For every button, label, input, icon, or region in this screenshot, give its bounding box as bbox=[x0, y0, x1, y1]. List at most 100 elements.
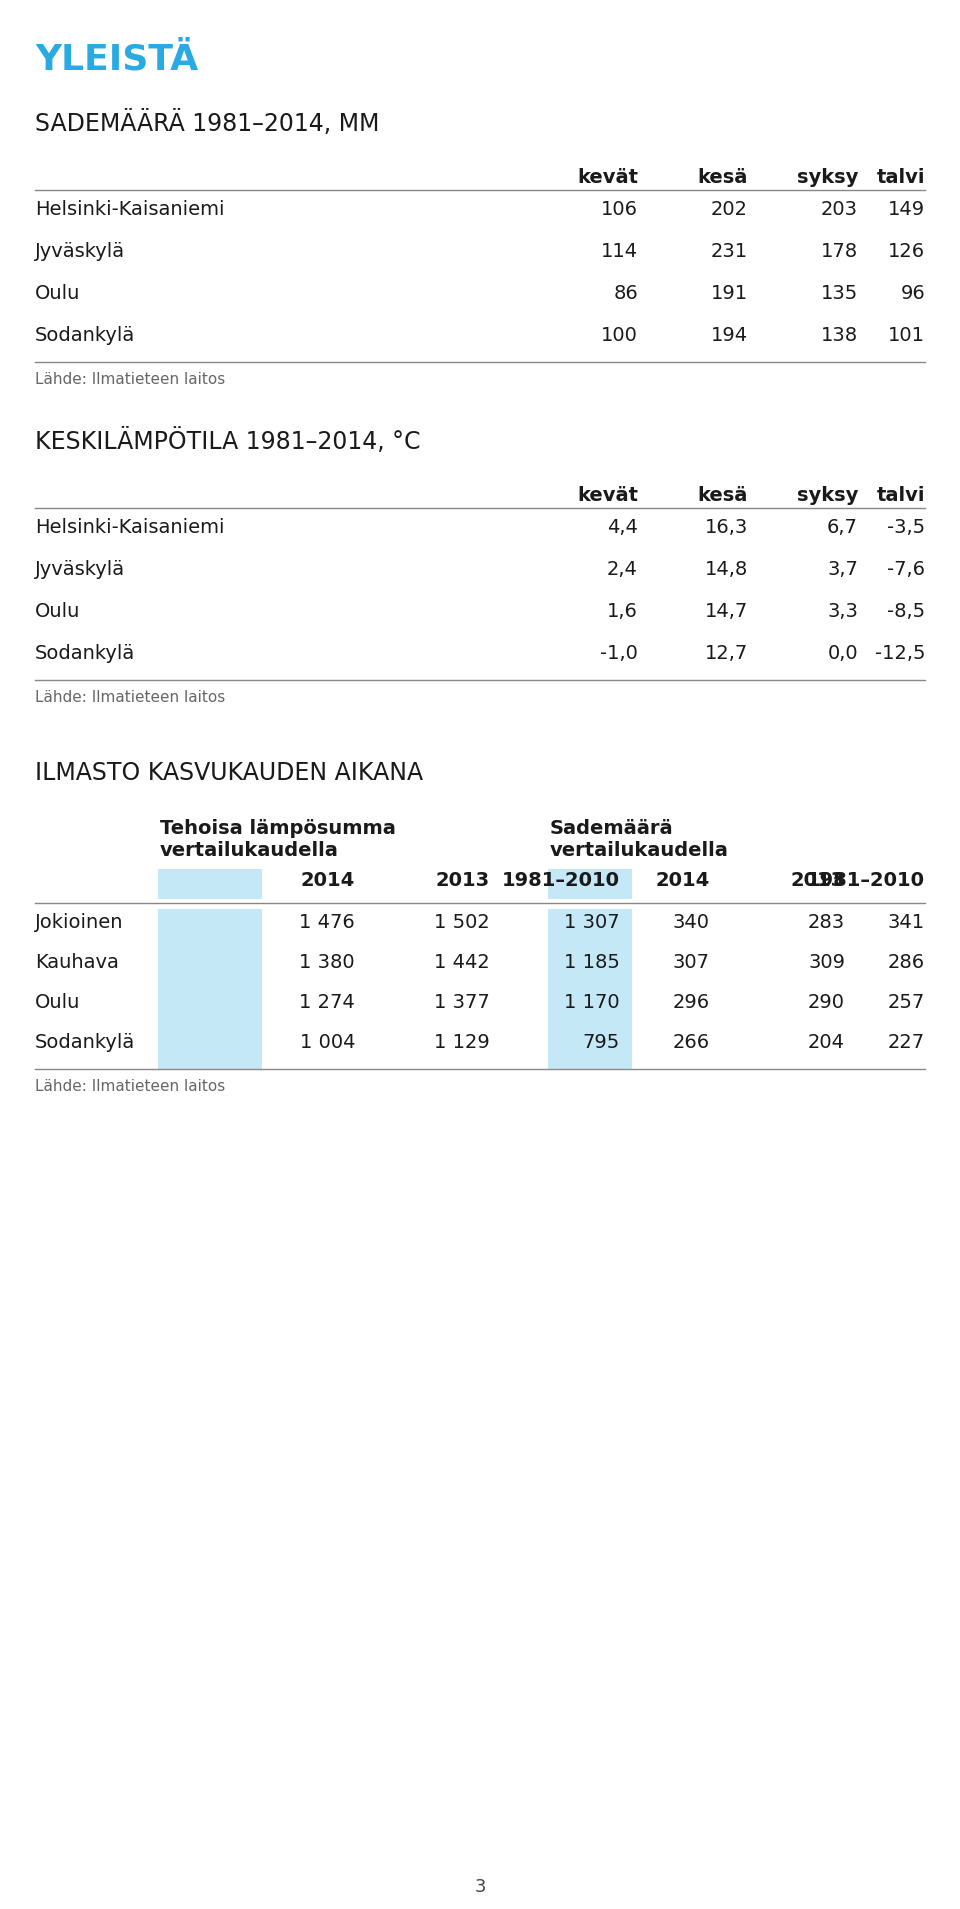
Text: 1 274: 1 274 bbox=[300, 993, 355, 1012]
Text: Helsinki-Kaisaniemi: Helsinki-Kaisaniemi bbox=[35, 517, 225, 536]
Bar bbox=[548, 949, 632, 989]
Text: kevät: kevät bbox=[577, 168, 638, 187]
Text: vertailukaudella: vertailukaudella bbox=[160, 842, 339, 859]
Text: 86: 86 bbox=[613, 284, 638, 304]
Text: 290: 290 bbox=[808, 993, 845, 1012]
Text: Helsinki-Kaisaniemi: Helsinki-Kaisaniemi bbox=[35, 200, 225, 220]
Text: 203: 203 bbox=[821, 200, 858, 220]
Text: kesä: kesä bbox=[698, 168, 748, 187]
Text: YLEISTÄ: YLEISTÄ bbox=[35, 42, 198, 76]
Text: 266: 266 bbox=[673, 1033, 710, 1052]
Bar bbox=[158, 869, 262, 899]
Text: -1,0: -1,0 bbox=[600, 643, 638, 662]
Text: syksy: syksy bbox=[797, 487, 858, 506]
Text: 1 502: 1 502 bbox=[434, 913, 490, 932]
Text: 1 170: 1 170 bbox=[564, 993, 620, 1012]
Text: 1 377: 1 377 bbox=[434, 993, 490, 1012]
Text: 1981–2010: 1981–2010 bbox=[502, 871, 620, 890]
Text: 114: 114 bbox=[601, 242, 638, 262]
Text: 307: 307 bbox=[673, 953, 710, 972]
Text: 202: 202 bbox=[711, 200, 748, 220]
Text: kesä: kesä bbox=[698, 487, 748, 506]
Text: KESKILÄMPÖTILA 1981–2014, °C: KESKILÄMPÖTILA 1981–2014, °C bbox=[35, 428, 420, 454]
Text: -12,5: -12,5 bbox=[875, 643, 925, 662]
Text: 126: 126 bbox=[888, 242, 925, 262]
Text: 14,8: 14,8 bbox=[705, 559, 748, 578]
Text: 101: 101 bbox=[888, 326, 925, 346]
Bar bbox=[548, 1029, 632, 1069]
Text: 1 004: 1 004 bbox=[300, 1033, 355, 1052]
Text: 1 129: 1 129 bbox=[434, 1033, 490, 1052]
Text: Jyväskylä: Jyväskylä bbox=[35, 242, 125, 262]
Text: -3,5: -3,5 bbox=[887, 517, 925, 536]
Text: 2013: 2013 bbox=[791, 871, 845, 890]
Bar bbox=[158, 1029, 262, 1069]
Text: kevät: kevät bbox=[577, 487, 638, 506]
Text: 6,7: 6,7 bbox=[828, 517, 858, 536]
Text: -7,6: -7,6 bbox=[887, 559, 925, 578]
Text: Kauhava: Kauhava bbox=[35, 953, 119, 972]
Text: Sodankylä: Sodankylä bbox=[35, 326, 135, 346]
Text: 257: 257 bbox=[888, 993, 925, 1012]
Text: 149: 149 bbox=[888, 200, 925, 220]
Text: 106: 106 bbox=[601, 200, 638, 220]
Text: Lähde: Ilmatieteen laitos: Lähde: Ilmatieteen laitos bbox=[35, 372, 226, 388]
Text: 341: 341 bbox=[888, 913, 925, 932]
Text: 2014: 2014 bbox=[300, 871, 355, 890]
Text: talvi: talvi bbox=[876, 487, 925, 506]
Text: Sodankylä: Sodankylä bbox=[35, 643, 135, 662]
Text: vertailukaudella: vertailukaudella bbox=[550, 842, 729, 859]
Text: ILMASTO KASVUKAUDEN AIKANA: ILMASTO KASVUKAUDEN AIKANA bbox=[35, 762, 423, 785]
Text: 100: 100 bbox=[601, 326, 638, 346]
Text: 1 307: 1 307 bbox=[564, 913, 620, 932]
Text: 204: 204 bbox=[808, 1033, 845, 1052]
Text: 4,4: 4,4 bbox=[607, 517, 638, 536]
Text: 231: 231 bbox=[710, 242, 748, 262]
Bar bbox=[548, 909, 632, 949]
Text: Oulu: Oulu bbox=[35, 993, 81, 1012]
Text: 1 185: 1 185 bbox=[564, 953, 620, 972]
Text: 194: 194 bbox=[710, 326, 748, 346]
Text: 296: 296 bbox=[673, 993, 710, 1012]
Text: talvi: talvi bbox=[876, 168, 925, 187]
Text: 3,3: 3,3 bbox=[828, 601, 858, 620]
Text: 795: 795 bbox=[583, 1033, 620, 1052]
Text: Lähde: Ilmatieteen laitos: Lähde: Ilmatieteen laitos bbox=[35, 1079, 226, 1094]
Text: 340: 340 bbox=[673, 913, 710, 932]
Text: 12,7: 12,7 bbox=[705, 643, 748, 662]
Text: 309: 309 bbox=[808, 953, 845, 972]
Text: 1 442: 1 442 bbox=[434, 953, 490, 972]
Text: 286: 286 bbox=[888, 953, 925, 972]
Text: Jyväskylä: Jyväskylä bbox=[35, 559, 125, 578]
Text: 96: 96 bbox=[900, 284, 925, 304]
Text: 2,4: 2,4 bbox=[607, 559, 638, 578]
Text: 178: 178 bbox=[821, 242, 858, 262]
Text: 1981–2010: 1981–2010 bbox=[807, 871, 925, 890]
Text: Lähde: Ilmatieteen laitos: Lähde: Ilmatieteen laitos bbox=[35, 689, 226, 704]
Text: Jokioinen: Jokioinen bbox=[35, 913, 124, 932]
Text: 3: 3 bbox=[474, 1878, 486, 1896]
Text: 2013: 2013 bbox=[436, 871, 490, 890]
Text: 283: 283 bbox=[808, 913, 845, 932]
Bar bbox=[158, 949, 262, 989]
Text: 191: 191 bbox=[710, 284, 748, 304]
Text: 1 476: 1 476 bbox=[300, 913, 355, 932]
Text: 2014: 2014 bbox=[656, 871, 710, 890]
Text: 1,6: 1,6 bbox=[607, 601, 638, 620]
Text: Oulu: Oulu bbox=[35, 284, 81, 304]
Text: Tehoisa lämpösumma: Tehoisa lämpösumma bbox=[160, 819, 396, 838]
Text: 16,3: 16,3 bbox=[705, 517, 748, 536]
Text: Sodankylä: Sodankylä bbox=[35, 1033, 135, 1052]
Text: Oulu: Oulu bbox=[35, 601, 81, 620]
Bar bbox=[548, 869, 632, 899]
Text: 1 380: 1 380 bbox=[300, 953, 355, 972]
Bar bbox=[158, 909, 262, 949]
Text: -8,5: -8,5 bbox=[887, 601, 925, 620]
Bar bbox=[158, 989, 262, 1029]
Text: 227: 227 bbox=[888, 1033, 925, 1052]
Text: SADEMÄÄRÄ 1981–2014, MM: SADEMÄÄRÄ 1981–2014, MM bbox=[35, 111, 379, 136]
Text: Sademäärä: Sademäärä bbox=[550, 819, 674, 838]
Bar bbox=[548, 989, 632, 1029]
Text: syksy: syksy bbox=[797, 168, 858, 187]
Text: 0,0: 0,0 bbox=[828, 643, 858, 662]
